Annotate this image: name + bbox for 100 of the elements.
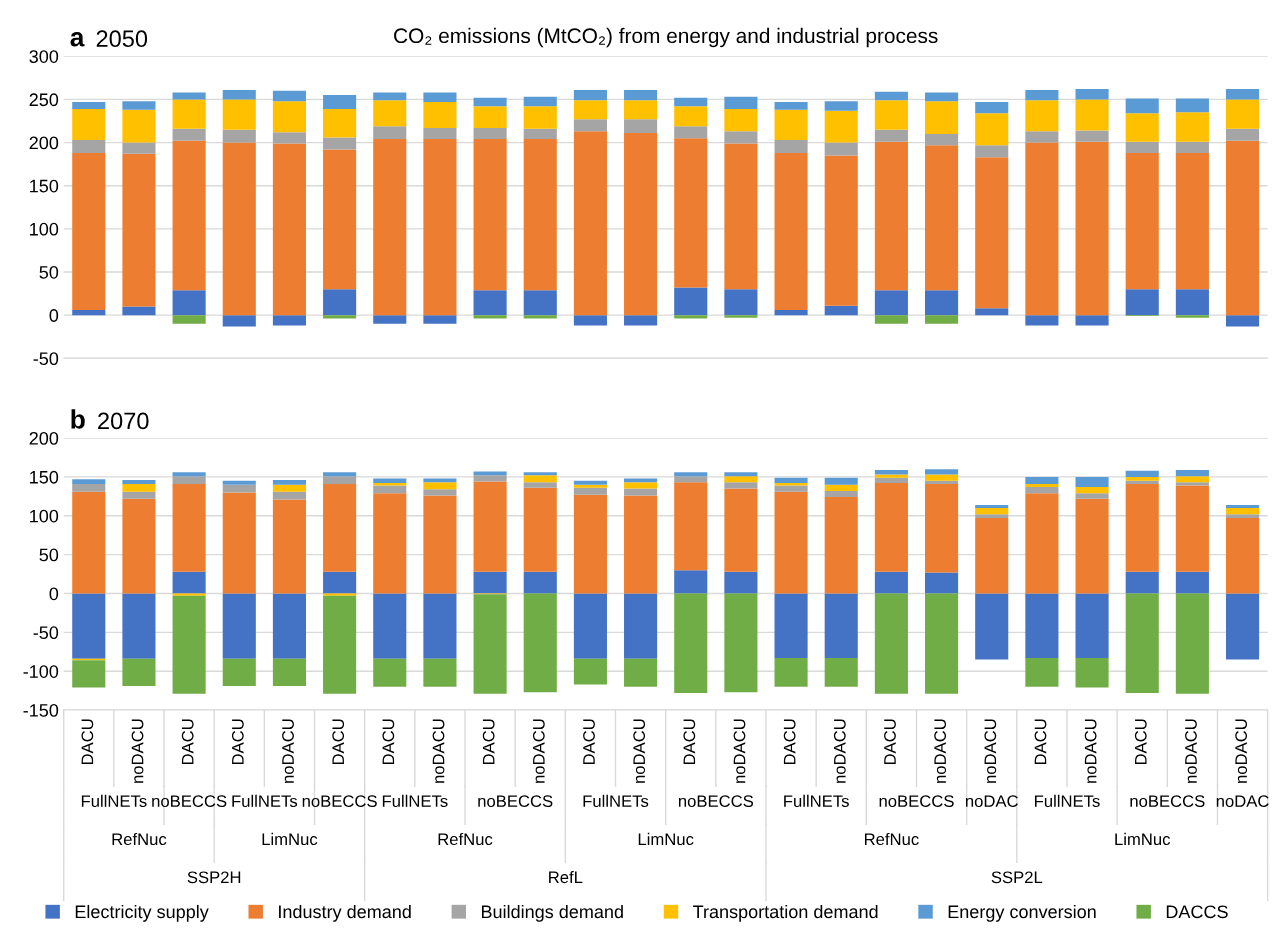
bar xyxy=(1075,657,1109,688)
bar xyxy=(975,514,1009,519)
bar xyxy=(573,100,607,120)
bar xyxy=(1225,99,1260,129)
bar xyxy=(473,475,507,482)
bar xyxy=(925,469,959,475)
legend-label: Electricity supply xyxy=(75,904,209,922)
bar xyxy=(774,152,808,310)
x-tick-label: noDACU xyxy=(1185,719,1197,783)
bar xyxy=(674,593,708,693)
bar xyxy=(272,132,306,144)
bar xyxy=(122,498,156,594)
bar xyxy=(172,290,206,316)
bar xyxy=(72,479,106,484)
bar xyxy=(1175,315,1209,318)
bar xyxy=(724,482,758,489)
bar xyxy=(323,137,357,150)
bar xyxy=(1175,112,1209,142)
text: LimNuc xyxy=(1115,832,1171,846)
bar xyxy=(122,593,156,659)
text: FullNETs xyxy=(1035,794,1100,808)
text: RefNuc xyxy=(864,832,919,846)
bar xyxy=(272,143,306,316)
y-tick-label: 300 xyxy=(29,50,59,63)
bar xyxy=(1125,98,1159,114)
bar xyxy=(1225,507,1260,515)
bar xyxy=(1175,476,1209,483)
bar xyxy=(1075,493,1109,499)
bar xyxy=(473,106,507,128)
bar xyxy=(624,100,658,120)
bar xyxy=(1025,493,1059,594)
bar xyxy=(724,315,758,318)
bar xyxy=(774,485,808,492)
x-tick-label: noDACU xyxy=(282,719,294,783)
bar xyxy=(222,315,256,327)
bar xyxy=(1175,482,1209,486)
bar xyxy=(573,131,607,316)
bar xyxy=(624,133,658,316)
bar xyxy=(975,593,1009,660)
bar xyxy=(1025,142,1059,316)
bar xyxy=(824,110,858,143)
bar xyxy=(1025,487,1059,494)
bar xyxy=(122,306,156,316)
bar xyxy=(925,480,959,484)
bar xyxy=(172,128,206,141)
bar xyxy=(774,477,808,484)
bar xyxy=(824,497,858,594)
bar xyxy=(925,145,959,291)
bar xyxy=(1075,141,1109,316)
text: noBECCS xyxy=(879,795,954,808)
bar xyxy=(122,658,156,686)
bar xyxy=(373,100,407,127)
x-tick-label: DACU xyxy=(783,719,796,765)
bar xyxy=(1225,504,1260,508)
bar xyxy=(373,315,407,324)
bar xyxy=(774,139,808,153)
bar xyxy=(824,490,858,498)
bar xyxy=(72,593,106,659)
bar xyxy=(874,100,908,130)
legend-label: DACCS xyxy=(1166,905,1228,919)
bar xyxy=(573,119,607,132)
text: noBECCS xyxy=(152,795,227,808)
x-tick-label: noDACU xyxy=(733,719,746,783)
bar xyxy=(1025,100,1059,132)
bar xyxy=(824,101,858,111)
bar xyxy=(523,475,557,483)
bar xyxy=(925,133,959,146)
bar xyxy=(1025,315,1059,326)
bar xyxy=(172,595,206,694)
bar xyxy=(172,140,206,291)
bar xyxy=(222,99,256,130)
legend-label: Transportation demand xyxy=(693,904,878,922)
y-tick-label: 100 xyxy=(30,222,59,236)
text: RefNuc xyxy=(112,832,167,846)
bar xyxy=(824,477,858,485)
bar xyxy=(222,658,256,686)
bar xyxy=(473,97,507,107)
bar xyxy=(72,152,106,310)
x-tick-label: DACU xyxy=(382,719,395,765)
x-tick-label: noDACU xyxy=(1235,719,1248,783)
bar xyxy=(323,476,357,484)
bar xyxy=(1025,131,1059,143)
bar xyxy=(774,593,808,658)
text: noBECCS xyxy=(1130,795,1205,808)
bar xyxy=(1125,480,1159,484)
bar xyxy=(423,495,457,594)
x-tick-label: noDACU xyxy=(1084,719,1097,783)
text: FullNETs xyxy=(382,794,448,808)
bar xyxy=(523,593,557,693)
bar xyxy=(573,494,607,594)
bar xyxy=(674,472,708,477)
bar xyxy=(573,658,607,685)
bar xyxy=(272,593,306,659)
bar xyxy=(1025,593,1059,658)
x-tick-label: noDACU xyxy=(432,719,445,783)
bar xyxy=(874,474,908,478)
bar xyxy=(1125,593,1159,693)
bar xyxy=(72,309,106,316)
bar xyxy=(473,139,507,291)
bar xyxy=(674,138,708,288)
